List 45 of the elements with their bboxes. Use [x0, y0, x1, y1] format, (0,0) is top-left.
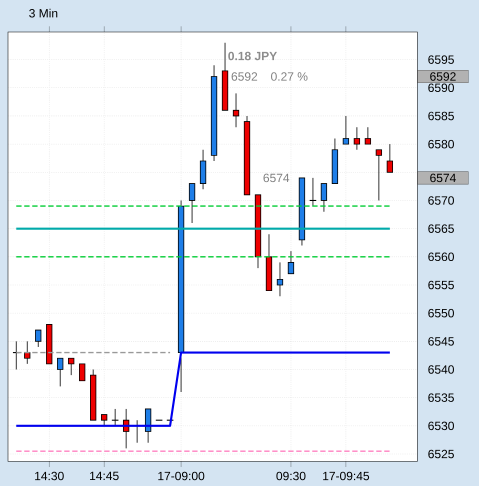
y-tick-label: 6590 [428, 84, 454, 92]
y-tick-label: 6530 [428, 422, 454, 430]
y-tick-label: 6555 [428, 280, 454, 290]
candlestick [200, 149, 206, 190]
candlestick [288, 250, 294, 274]
candlestick [232, 93, 240, 128]
candlestick [144, 408, 152, 444]
x-tick-label: 14:30 [35, 472, 64, 480]
candlestick [364, 126, 372, 145]
y-tick-label: 6595 [428, 55, 454, 64]
candlestick [188, 183, 196, 224]
x-tick-label: 09:30 [276, 472, 306, 480]
annotation: 6574 [264, 174, 290, 182]
y-tick-label: 6550 [428, 308, 454, 318]
candlestick [342, 116, 350, 145]
candlestick [386, 144, 394, 173]
x-tick-label: 17-09:45 [323, 472, 370, 480]
x-tick-label: 14:45 [90, 472, 119, 480]
candlestick [276, 262, 284, 297]
candlestick [354, 126, 360, 150]
candlestick [111, 408, 119, 426]
y-tick-label: 6585 [428, 112, 454, 120]
candlestick [35, 330, 42, 348]
y-tick-label: 6535 [428, 393, 454, 402]
chart-title: 3 Min [29, 8, 58, 18]
y-tick-label: 6560 [428, 252, 454, 262]
candlestick [57, 358, 64, 387]
y-tick-label: 6545 [428, 337, 454, 346]
candlestick [376, 149, 382, 201]
text: 6592 [430, 72, 456, 81]
annotation: 6592 [232, 72, 258, 81]
y-tick-label: 6540 [428, 365, 454, 374]
candlestick [68, 358, 74, 376]
candlestick [101, 414, 108, 426]
candlestick [79, 363, 86, 382]
y-tick-label: 6580 [428, 140, 454, 148]
y-tick-label: 6525 [428, 450, 454, 458]
candlestick [309, 178, 317, 206]
y-tick-label: 6565 [428, 224, 454, 233]
x-tick-label: 17-09:00 [158, 472, 204, 480]
annotation: 0.27 % [271, 72, 308, 81]
candlestick [320, 183, 328, 212]
y-tick-label: 6570 [428, 196, 454, 205]
annotation: 0.18 JPY [228, 52, 277, 60]
text: 6574 [430, 174, 456, 182]
